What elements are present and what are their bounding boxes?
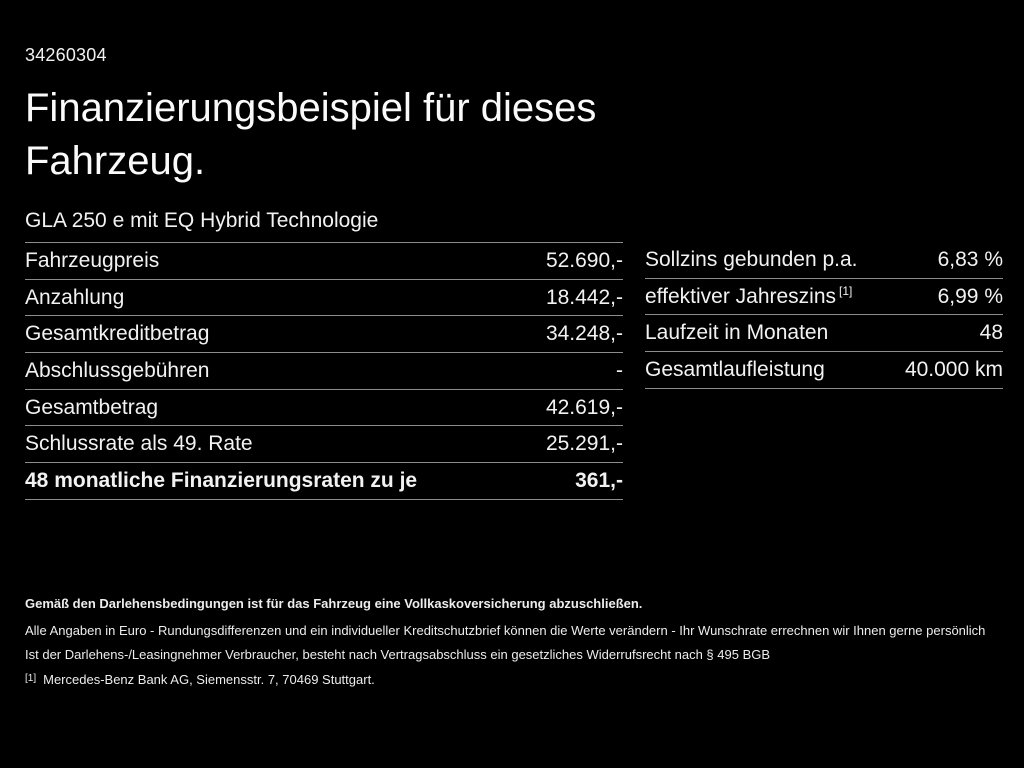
table-row-schlussrate: Schlussrate als 49. Rate 25.291,- (25, 426, 623, 464)
row-value: 6,83 % (937, 247, 1003, 271)
table-row-gesamtkreditbetrag: Gesamtkreditbetrag 34.248,- (25, 316, 623, 354)
row-label: Gesamtkreditbetrag (25, 322, 210, 346)
row-label: Schlussrate als 49. Rate (25, 432, 253, 456)
row-value: 6,99 % (937, 284, 1003, 308)
row-value: - (616, 358, 623, 382)
table-row-monatliche-raten: 48 monatliche Finanzierungsraten zu je 3… (25, 463, 623, 500)
disclaimer-widerrufsrecht: Ist der Darlehens-/Leasingnehmer Verbrau… (25, 647, 771, 662)
page-title: Finanzierungsbeispiel für dieses Fahrzeu… (25, 86, 597, 183)
row-value: 18.442,- (545, 285, 623, 309)
table-row-anzahlung: Anzahlung 18.442,- (25, 280, 623, 317)
footnote-bank: [1] Mercedes-Benz Bank AG, Siemensstr. 7,… (25, 672, 375, 687)
row-value: 25.291,- (545, 432, 623, 456)
row-label: Anzahlung (25, 285, 125, 309)
row-label: Fahrzeugpreis (25, 248, 160, 272)
table-row-laufzeit: Laufzeit in Monaten 48 (645, 315, 1003, 353)
row-label: Sollzins gebunden p.a. (645, 247, 858, 271)
table-row-gesamtbetrag: Gesamtbetrag 42.619,- (25, 390, 623, 427)
row-value: 52.690,- (545, 248, 623, 272)
table-row-sollzins: Sollzins gebunden p.a. 6,83 % (645, 242, 1003, 279)
footnote-text: Mercedes-Benz Bank AG, Siemensstr. 7, 70… (43, 672, 375, 687)
row-value: 361,- (575, 468, 623, 492)
vehicle-model-label: GLA 250 e mit EQ Hybrid Technologie (25, 209, 379, 232)
document-number: 34260304 (25, 45, 107, 65)
row-value: 40.000 km (904, 357, 1003, 381)
row-label: 48 monatliche Finanzierungsraten zu je (25, 468, 418, 492)
financing-table-right: Sollzins gebunden p.a. 6,83 % effektiver… (645, 242, 1003, 389)
row-label: Abschlussgebühren (25, 358, 210, 382)
table-row-fahrzeugpreis: Fahrzeugpreis 52.690,- (25, 243, 623, 280)
disclaimer-insurance: Gemäß den Darlehensbedingungen ist für d… (25, 596, 643, 611)
table-row-gesamtlaufleistung: Gesamtlaufleistung 40.000 km (645, 352, 1003, 389)
financing-table-left: Fahrzeugpreis 52.690,- Anzahlung 18.442,… (25, 242, 623, 500)
table-row-effektiver-jahreszins: effektiver Jahreszins [1] 6,99 % (645, 279, 1003, 316)
row-label: Laufzeit in Monaten (645, 321, 829, 345)
footnote-marker: [1] (25, 673, 37, 684)
row-value: 42.619,- (545, 395, 623, 419)
row-label: Gesamtbetrag (25, 395, 159, 419)
table-row-abschlussgebuehren: Abschlussgebühren - (25, 353, 623, 390)
row-label: effektiver Jahreszins [1] (645, 284, 853, 309)
row-value: 34.248,- (545, 322, 623, 346)
row-value: 48 (979, 321, 1003, 345)
footnote-reference: [1] (839, 284, 853, 299)
disclaimer-values: Alle Angaben in Euro - Rundungsdifferenz… (25, 623, 986, 638)
row-label: Gesamtlaufleistung (645, 357, 825, 381)
